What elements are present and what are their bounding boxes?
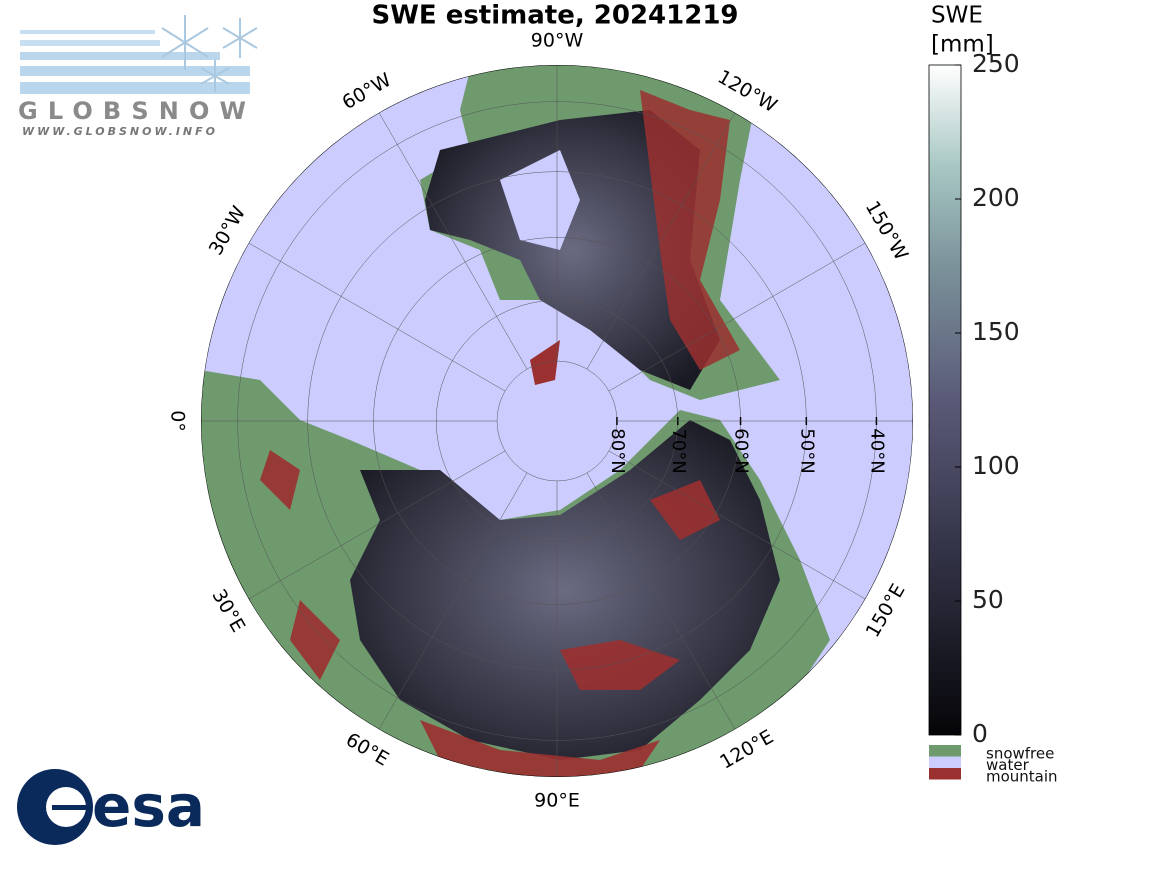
esa-text: esa xyxy=(92,772,205,840)
longitude-label: 90°E xyxy=(534,790,580,812)
latitude-label: 70°N xyxy=(668,428,689,473)
land-snow xyxy=(425,110,720,390)
colorbar xyxy=(928,64,962,736)
meridian xyxy=(248,242,506,392)
class-swatch xyxy=(929,768,961,780)
esa-mark xyxy=(52,805,86,810)
meridian xyxy=(378,472,528,730)
graticule xyxy=(201,65,913,777)
colorbar-tick-label: 50 xyxy=(972,585,1004,614)
latitude-label: 80°N xyxy=(607,428,628,473)
class-label: mountain xyxy=(986,768,1058,786)
longitude-label: 30°E xyxy=(207,585,249,636)
latitude-label: 60°N xyxy=(731,428,752,473)
class-label: snowfree xyxy=(986,745,1054,763)
meridian xyxy=(586,112,736,370)
meridian xyxy=(586,472,736,730)
colorbar-tick-label: 250 xyxy=(972,49,1020,78)
class-label: water xyxy=(986,756,1030,774)
title: SWE estimate, 20241219 xyxy=(371,1,738,31)
colorbar-tick-label: 200 xyxy=(972,183,1020,212)
longitude-label: 0° xyxy=(167,410,189,432)
esa-logo: esa xyxy=(17,769,205,845)
colorbar-tick-label: 100 xyxy=(972,451,1020,480)
snowflakes xyxy=(161,15,258,92)
logo-text: GLOBSNOW xyxy=(18,97,250,125)
logo-stripe xyxy=(20,66,250,76)
colorbar-tick-label: 0 xyxy=(972,719,988,748)
longitude-label: 30°W xyxy=(205,202,250,259)
longitude-label: 60°W xyxy=(339,69,396,114)
globsnow-logo: GLOBSNOW WWW.GLOBSNOW.INFO xyxy=(18,15,258,138)
map-disc xyxy=(201,65,913,777)
longitude-label: 60°E xyxy=(342,729,393,771)
meridian xyxy=(608,450,866,600)
logo-url: WWW.GLOBSNOW.INFO xyxy=(22,125,218,138)
longitude-label: 90°W xyxy=(531,30,584,52)
meridian xyxy=(248,450,506,600)
land-mountain xyxy=(640,90,740,370)
class-swatch xyxy=(929,756,961,768)
logo-stripe xyxy=(20,52,220,60)
colorbar-tick-label: 150 xyxy=(972,317,1020,346)
class-swatch xyxy=(929,745,961,757)
latitude-label: 40°N xyxy=(866,428,887,473)
logo-stripe xyxy=(20,40,160,46)
meridian xyxy=(608,242,866,392)
meridian xyxy=(378,112,528,370)
hudson-bay xyxy=(500,150,580,250)
latitude-label: 50°N xyxy=(796,428,817,473)
colorbar-label: [mm] xyxy=(931,32,994,58)
greenland-tip xyxy=(530,340,560,385)
logo-stripe xyxy=(20,82,250,94)
logo-stripe xyxy=(20,30,155,34)
colorbar-label: SWE xyxy=(931,3,983,29)
